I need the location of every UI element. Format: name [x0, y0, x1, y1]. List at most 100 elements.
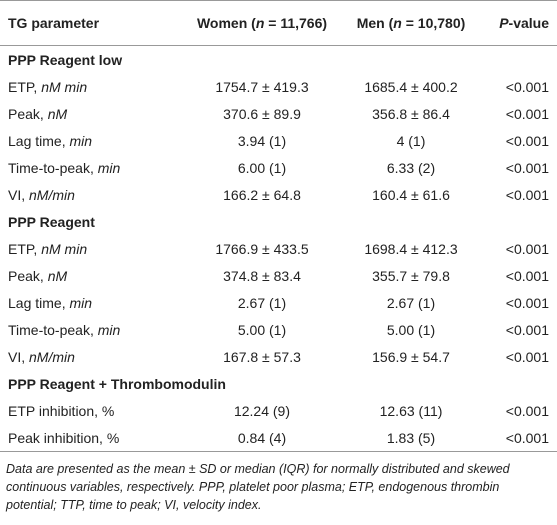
- women-value: 166.2 ± 64.8: [223, 186, 301, 203]
- parameter-cell: Lag time, min: [0, 127, 186, 154]
- parameter-unit: nM: [47, 105, 68, 122]
- p-value: <0.001: [505, 294, 549, 311]
- header-text: n: [255, 15, 265, 31]
- header-cell: TG parameter: [0, 0, 186, 46]
- men-value: 356.8 ± 86.4: [372, 105, 450, 122]
- men-value: 6.33 (2): [386, 159, 436, 176]
- parameter-unit: nM: [47, 267, 68, 284]
- parameter-name: ETP inhibition, %: [8, 402, 115, 419]
- parameter-unit: min: [97, 321, 121, 338]
- data-row: VI, nM/min 166.2 ± 64.8 160.4 ± 61.6 <0.001: [0, 181, 557, 208]
- parameter-name: Lag time,: [8, 294, 66, 311]
- parameter-unit: nM/min: [29, 186, 75, 203]
- men-value: 12.63 (11): [379, 402, 443, 419]
- header-cell: P-value: [484, 0, 557, 46]
- section-row: PPP Reagent + Thrombomodulin: [0, 370, 557, 397]
- men-value: 156.9 ± 54.7: [372, 348, 450, 365]
- parameter-name: Time-to-peak,: [8, 321, 94, 338]
- women-value: 3.94 (1): [237, 132, 287, 149]
- men-value: 1685.4 ± 400.2: [364, 78, 458, 95]
- parameter-cell: ETP, nM min: [0, 235, 186, 262]
- p-value: <0.001: [505, 402, 549, 419]
- header-text: P: [499, 15, 509, 31]
- data-row: Time-to-peak, min 5.00 (1) 5.00 (1) <0.001: [0, 316, 557, 343]
- p-value: <0.001: [505, 186, 549, 203]
- parameter-cell: Lag time, min: [0, 289, 186, 316]
- p-value: <0.001: [505, 78, 549, 95]
- parameter-unit: nM min: [41, 78, 88, 95]
- men-value: 5.00 (1): [386, 321, 436, 338]
- header-row: TG parameter Women (n = 11,766) Men (n =…: [0, 0, 557, 46]
- data-row: ETP, nM min 1766.9 ± 433.5 1698.4 ± 412.3 <…: [0, 235, 557, 262]
- parameter-name: Peak,: [8, 267, 44, 284]
- parameter-name: Time-to-peak,: [8, 159, 94, 176]
- parameter-name: ETP,: [8, 78, 38, 95]
- header-text: Women (: [196, 15, 256, 31]
- section-title: PPP Reagent + Thrombomodulin: [8, 375, 226, 392]
- parameter-cell: Peak inhibition, %: [0, 424, 186, 452]
- parameter-unit: min: [69, 132, 93, 149]
- p-value: <0.001: [505, 321, 549, 338]
- men-value: 1698.4 ± 412.3: [364, 240, 458, 257]
- p-value: <0.001: [505, 240, 549, 257]
- parameter-unit: nM min: [41, 240, 88, 257]
- women-value: 6.00 (1): [237, 159, 287, 176]
- women-value: 2.67 (1): [237, 294, 287, 311]
- data-table: TG parameter Women (n = 11,766) Men (n =…: [0, 0, 557, 452]
- parameter-unit: nM/min: [29, 348, 75, 365]
- header-text: -value: [508, 15, 549, 31]
- parameter-name: ETP,: [8, 240, 38, 257]
- section-title: PPP Reagent low: [8, 51, 123, 68]
- parameter-name: VI,: [8, 348, 26, 365]
- men-value: 160.4 ± 61.6: [372, 186, 450, 203]
- men-value: 2.67 (1): [386, 294, 436, 311]
- p-value: <0.001: [505, 348, 549, 365]
- section-row: PPP Reagent low: [0, 46, 557, 74]
- parameter-name: Peak,: [8, 105, 44, 122]
- header-text: = 10,780): [401, 15, 466, 31]
- parameter-name: VI,: [8, 186, 26, 203]
- header-cell: Men (n = 10,780): [338, 0, 484, 46]
- p-value: <0.001: [505, 132, 549, 149]
- parameter-cell: Peak, nM: [0, 100, 186, 127]
- header-text: n: [393, 15, 402, 31]
- table-header: TG parameter Women (n = 11,766) Men (n =…: [0, 0, 557, 46]
- men-value: 355.7 ± 79.8: [372, 267, 450, 284]
- parameter-name: Lag time,: [8, 132, 66, 149]
- data-row: ETP, nM min 1754.7 ± 419.3 1685.4 ± 400.2 <…: [0, 73, 557, 100]
- p-value: <0.001: [484, 424, 557, 452]
- parameter-unit: min: [97, 159, 121, 176]
- p-value: <0.001: [505, 159, 549, 176]
- data-row: Time-to-peak, min 6.00 (1) 6.33 (2) <0.001: [0, 154, 557, 181]
- p-value: <0.001: [505, 267, 549, 284]
- data-row: ETP inhibition, % 12.24 (9) 12.63 (11) <0.0…: [0, 397, 557, 424]
- section-title: PPP Reagent: [8, 213, 95, 230]
- parameter-cell: VI, nM/min: [0, 343, 186, 370]
- parameter-cell: Time-to-peak, min: [0, 154, 186, 181]
- women-value: 370.6 ± 89.9: [223, 105, 301, 122]
- women-value: 5.00 (1): [237, 321, 287, 338]
- data-row: Lag time, min 2.67 (1) 2.67 (1) <0.001: [0, 289, 557, 316]
- parameter-unit: min: [69, 294, 93, 311]
- table-body: PPP Reagent low ETP, nM min 1754.7 ± 419.3…: [0, 46, 557, 452]
- header-text: Men (: [356, 15, 394, 31]
- header-text: = 11,766): [264, 15, 328, 31]
- women-value: 1754.7 ± 419.3: [215, 78, 309, 95]
- data-row: Lag time, min 3.94 (1) 4 (1) <0.001: [0, 127, 557, 154]
- parameter-name: Peak inhibition, %: [8, 429, 120, 446]
- parameter-cell: VI, nM/min: [0, 181, 186, 208]
- data-row: Peak, nM 374.8 ± 83.4 355.7 ± 79.8 <0.001: [0, 262, 557, 289]
- section-row: PPP Reagent: [0, 208, 557, 235]
- parameter-cell: Peak, nM: [0, 262, 186, 289]
- header-text: TG parameter: [8, 15, 100, 31]
- women-value: 1766.9 ± 433.5: [215, 240, 309, 257]
- data-row: Peak inhibition, % 0.84 (4) 1.83 (5) <0.001: [0, 424, 557, 452]
- men-value: 1.83 (5): [338, 424, 484, 452]
- data-row: Peak, nM 370.6 ± 89.9 356.8 ± 86.4 <0.001: [0, 100, 557, 127]
- footnote: Data are presented as the mean ± SD or m…: [6, 462, 510, 512]
- data-row: VI, nM/min 167.8 ± 57.3 156.9 ± 54.7 <0.001: [0, 343, 557, 370]
- header-cell: Women (n = 11,766): [186, 0, 338, 46]
- women-value: 374.8 ± 83.4: [223, 267, 301, 284]
- parameter-cell: ETP inhibition, %: [0, 397, 186, 424]
